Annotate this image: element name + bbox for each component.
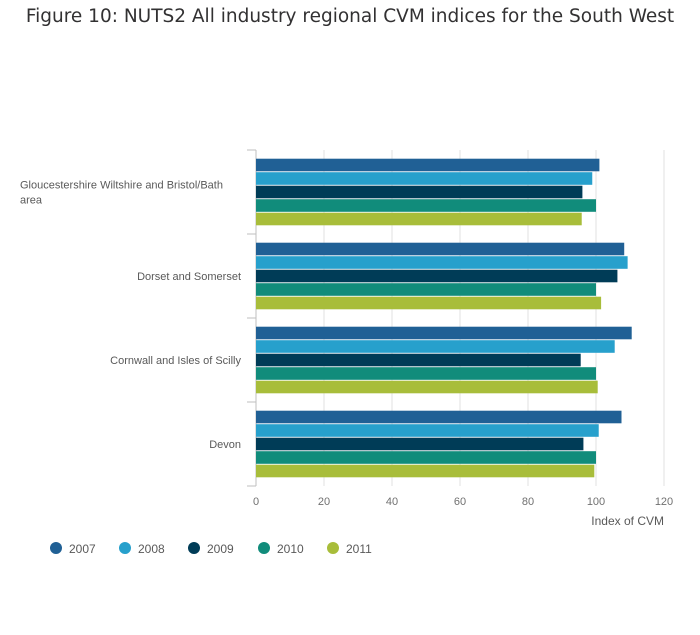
x-tick-label: 80 <box>522 496 534 508</box>
bar-2007 <box>256 158 600 172</box>
legend-label: 2011 <box>346 542 372 556</box>
legend-marker <box>119 542 131 554</box>
legend-item-2011[interactable]: 2011 <box>327 542 372 556</box>
x-tick-label: 0 <box>253 496 259 508</box>
x-tick-label: 20 <box>318 496 330 508</box>
legend-label: 2009 <box>207 542 234 556</box>
bars <box>256 158 632 478</box>
x-tick-label: 100 <box>587 496 605 508</box>
bar-2008 <box>256 424 599 437</box>
category-label: Cornwall and Isles of Scilly <box>110 355 241 367</box>
legend-marker <box>50 542 62 554</box>
legend-label: 2008 <box>138 542 165 556</box>
x-tick-label: 40 <box>386 496 398 508</box>
bar-2011 <box>256 380 598 394</box>
legend-item-2010[interactable]: 2010 <box>258 542 304 556</box>
bar-2011 <box>256 464 595 478</box>
bar-2011 <box>256 212 582 226</box>
axes <box>247 149 257 487</box>
legend-marker <box>258 542 270 554</box>
bar-2010 <box>256 367 596 380</box>
category-label: Dorset and Somerset <box>137 271 241 283</box>
chart-title: Figure 10: NUTS2 All industry regional C… <box>25 6 675 27</box>
category-label: Gloucestershire Wiltshire and Bristol/Ba… <box>20 180 223 192</box>
bar-2008 <box>256 172 593 185</box>
bar-2011 <box>256 296 602 310</box>
bar-2008 <box>256 340 615 353</box>
bar-2009 <box>256 437 584 451</box>
bar-2007 <box>256 410 622 424</box>
category-label: area <box>20 195 43 207</box>
legend-marker <box>188 542 200 554</box>
legend-item-2007[interactable]: 2007 <box>50 542 96 556</box>
legend-marker <box>327 542 339 554</box>
legend-item-2009[interactable]: 2009 <box>188 542 234 556</box>
legend-item-2008[interactable]: 2008 <box>119 542 165 556</box>
legend-label: 2010 <box>277 542 304 556</box>
x-tick-label: 60 <box>454 496 466 508</box>
bar-2010 <box>256 451 596 464</box>
x-tick-label: 120 <box>655 496 673 508</box>
bar-2009 <box>256 185 583 199</box>
bar-2009 <box>256 353 581 367</box>
bar-2007 <box>256 326 632 340</box>
bar-2010 <box>256 199 596 212</box>
bar-2010 <box>256 283 596 296</box>
legend-label: 2007 <box>69 542 96 556</box>
x-axis-title: Index of CVM <box>591 514 664 528</box>
x-tick-labels: 0 20 40 60 80 100 120 <box>253 496 673 508</box>
bar-2007 <box>256 242 625 256</box>
bar-2009 <box>256 269 618 283</box>
bar-2008 <box>256 256 628 269</box>
category-labels: Gloucestershire Wiltshire and Bristol/Ba… <box>20 180 241 452</box>
category-label: Devon <box>209 439 241 451</box>
legend[interactable]: 2007 2008 2009 2010 2011 <box>50 542 372 556</box>
